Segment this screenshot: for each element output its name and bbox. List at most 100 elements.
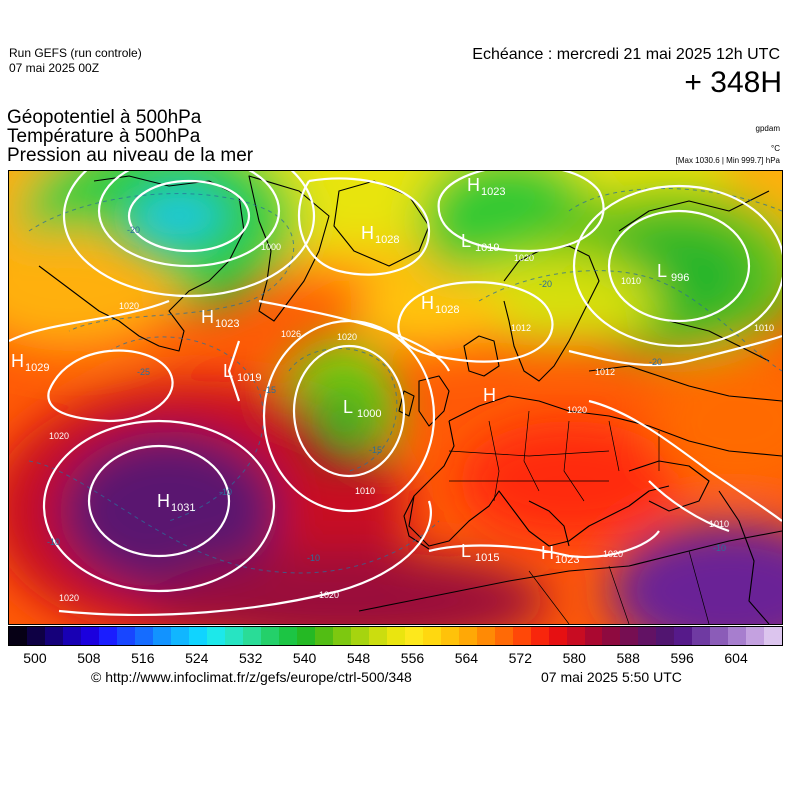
colorbar-swatch (422, 627, 441, 645)
colorbar-swatch (278, 627, 297, 645)
colorbar-swatch (512, 627, 531, 645)
colorbar-swatch (368, 627, 387, 645)
center-letter: H (11, 351, 24, 371)
generated-timestamp: 07 mai 2025 5:50 UTC (541, 669, 682, 685)
center-letter: H (361, 223, 374, 243)
colorbar-swatch (44, 627, 63, 645)
colorbar-swatch (242, 627, 261, 645)
field-titles: Géopotentiel à 500hPa Température à 500h… (7, 108, 253, 165)
isotherm-label: -15 (369, 445, 382, 455)
unit-celsius: °C (771, 144, 780, 153)
isobar-label: 1010 (621, 276, 641, 286)
isotherm-label: -10 (47, 537, 60, 547)
coastlines (38, 175, 782, 624)
isotherm-label: -25 (137, 367, 150, 377)
isotherm-label: -15 (263, 385, 276, 395)
isobar-label: 1020 (603, 549, 623, 559)
isotherm-label: -10 (219, 487, 232, 497)
colorbar-swatch (80, 627, 99, 645)
isobar-label: 1012 (511, 323, 531, 333)
center-value: 1019 (237, 372, 261, 384)
center-letter: L (461, 541, 471, 561)
colorbar-swatch (386, 627, 405, 645)
center-value: 1031 (171, 502, 195, 514)
colorbar-tick-label: 564 (454, 650, 479, 666)
colorbar-ticks: 500 508 516 524 532 540 548 556 564 572 580 588 596 6… (8, 650, 781, 666)
isobar-label: 1020 (119, 301, 139, 311)
colorbar-tick-label: 500 (23, 650, 47, 666)
colorbar-swatch (638, 627, 657, 645)
center-value: 1029 (25, 362, 49, 374)
colorbar-swatch (170, 627, 189, 645)
colorbar-swatch (602, 627, 621, 645)
colorbar-tick-label: 508 (77, 650, 101, 666)
colorbar-swatch (206, 627, 225, 645)
colorbar-swatch (476, 627, 495, 645)
pressure-center-labels: H 1023 H 1028 L 1019 L 996 H 1023 H 1028 H 1029… (11, 175, 689, 566)
isotherm-label: -10 (713, 543, 726, 553)
pressure-range: [Max 1030.6 | Min 999.7] hPa (675, 156, 780, 165)
isobar-label: 1010 (355, 486, 375, 496)
isobar-label: 1012 (595, 367, 615, 377)
center-letter: H (483, 385, 496, 405)
center-value: 1000 (357, 408, 381, 420)
colorbar (8, 626, 783, 646)
colorbar-tick-label: 548 (346, 650, 371, 666)
colorbar-swatch (728, 627, 747, 645)
colorbar-swatch (350, 627, 369, 645)
colorbar-swatch (26, 627, 45, 645)
run-model-label: Run GEFS (run controle) (9, 46, 142, 60)
title-geopotential: Géopotentiel à 500hPa (7, 107, 202, 128)
colorbar-swatch (116, 627, 135, 645)
center-letter: H (541, 543, 554, 563)
lead-time-label: + 348H (684, 66, 782, 99)
colorbar-tick-label: 604 (724, 650, 748, 666)
colorbar-swatch (764, 627, 783, 645)
weather-map: H 1023 H 1028 L 1019 L 996 H 1023 H 1028 H 1029… (8, 170, 783, 625)
center-letter: H (421, 293, 434, 313)
center-value: 1015 (475, 552, 499, 564)
colorbar-swatch (566, 627, 585, 645)
colorbar-swatch (584, 627, 603, 645)
colorbar-tick-label: 532 (238, 650, 263, 666)
center-letter: L (657, 261, 667, 281)
center-letter: H (467, 175, 480, 195)
source-url: © http://www.infoclimat.fr/z/gefs/europe… (91, 669, 412, 685)
borders (448, 410, 710, 624)
colorbar-swatch (404, 627, 423, 645)
colorbar-tick-label: 588 (616, 650, 640, 666)
isotherm-label: -20 (539, 279, 552, 289)
center-value: 1019 (475, 242, 499, 254)
colorbar-swatch (98, 627, 117, 645)
unit-gpdam: gpdam (755, 124, 780, 133)
colorbar-swatch (9, 627, 27, 645)
isobar-label: 1020 (337, 332, 357, 342)
colorbar-tick-label: 556 (400, 650, 425, 666)
colorbar-swatch (224, 627, 243, 645)
colorbar-swatch (314, 627, 333, 645)
colorbar-swatch (692, 627, 711, 645)
isobar-label: 1026 (281, 329, 301, 339)
colorbar-swatch (494, 627, 513, 645)
colorbar-tick-label: 572 (508, 650, 533, 666)
title-pressure: Pression au niveau de la mer (7, 145, 254, 166)
colorbar-swatch (188, 627, 207, 645)
run-info: Run GEFS (run controle) 07 mai 2025 00Z (9, 46, 142, 76)
colorbar-swatch (152, 627, 171, 645)
colorbar-tick-label: 580 (562, 650, 586, 666)
colorbar-tick-label: 540 (292, 650, 317, 666)
run-date-label: 07 mai 2025 00Z (9, 61, 100, 75)
center-letter: H (157, 491, 170, 511)
center-value: 1028 (375, 234, 399, 246)
colorbar-swatch (548, 627, 567, 645)
title-temperature: Température à 500hPa (7, 126, 201, 147)
isobar-label: 1020 (59, 593, 79, 603)
colorbar-swatch (440, 627, 459, 645)
colorbar-swatch (710, 627, 729, 645)
colorbar-swatch (260, 627, 279, 645)
colorbar-swatch (134, 627, 153, 645)
center-letter: L (223, 361, 233, 381)
temperature-labels: -20 -25 -15 -15 -10 -10 -10 -20 -20 -10 (47, 225, 726, 563)
isotherm-label: -20 (127, 225, 140, 235)
colorbar-swatch (674, 627, 693, 645)
